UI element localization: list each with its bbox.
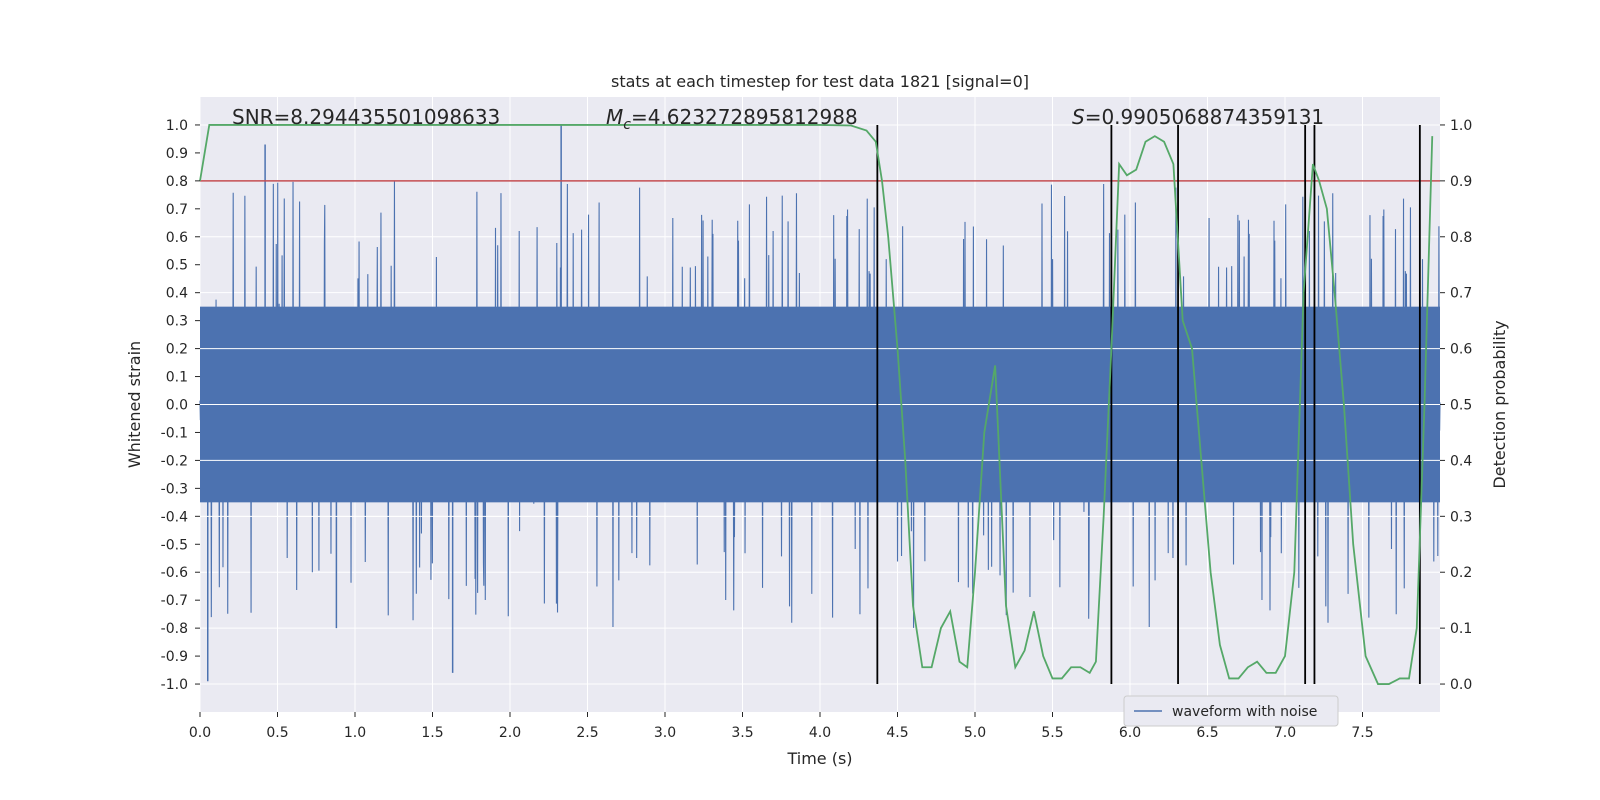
- y-tick-label: -0.6: [161, 565, 188, 581]
- y-tick-label: -0.2: [161, 453, 188, 469]
- y2-tick-label: 0.1: [1450, 621, 1472, 637]
- y-tick-label: 0.7: [166, 202, 188, 218]
- x-tick-label: 5.5: [1041, 725, 1063, 741]
- y-tick-label: -0.9: [161, 649, 188, 665]
- y-axis-label: Whitened strain: [125, 341, 144, 468]
- y2-tick-label: 0.0: [1450, 677, 1472, 693]
- x-tick-label: 6.0: [1119, 725, 1141, 741]
- y-tick-label: 0.2: [166, 342, 188, 358]
- y-tick-label: -0.7: [161, 593, 188, 609]
- y2-tick-label: 0.3: [1450, 509, 1472, 525]
- x-tick-label: 3.0: [654, 725, 676, 741]
- mc-symbol: M: [606, 105, 623, 129]
- x-tick-label: 4.5: [886, 725, 908, 741]
- y-tick-label: -1.0: [161, 677, 188, 693]
- x-tick-label: 7.5: [1351, 725, 1373, 741]
- x-tick-label: 3.5: [731, 725, 753, 741]
- y-tick-label: 0.5: [166, 258, 188, 274]
- mc-value: =4.623272895812988: [631, 105, 858, 129]
- y-tick-label: 0.9: [166, 146, 188, 162]
- y-tick-label: 0.8: [166, 174, 188, 190]
- x-tick-label: 1.5: [421, 725, 443, 741]
- x-tick-label: 5.0: [964, 725, 986, 741]
- y-tick-label: 1.0: [166, 118, 188, 134]
- y-tick-label: -0.8: [161, 621, 188, 637]
- x-tick-label: 1.0: [344, 725, 366, 741]
- y-tick-label: -0.3: [161, 481, 188, 497]
- y-tick-label: 0.3: [166, 314, 188, 330]
- s-symbol: S: [1072, 105, 1085, 129]
- y2-tick-label: 0.5: [1450, 398, 1472, 414]
- y-tick-label: -0.5: [161, 537, 188, 553]
- y-tick-label: 0.6: [166, 230, 188, 246]
- y-tick-label: 0.0: [166, 398, 188, 414]
- snr-annotation: SNR=8.294435501098633: [232, 105, 500, 129]
- s-value: =0.9905068874359131: [1085, 105, 1324, 129]
- y2-tick-label: 0.8: [1450, 230, 1472, 246]
- x-tick-label: 2.5: [576, 725, 598, 741]
- y2-tick-label: 1.0: [1450, 118, 1472, 134]
- x-tick-label: 0.0: [189, 725, 211, 741]
- probability-series: [199, 124, 1434, 685]
- y-tick-label: 0.4: [166, 286, 188, 302]
- chirp-mass-annotation: Mc=4.623272895812988: [606, 105, 858, 133]
- x-axis: 0.0 0.5 1.0 1.5 2.0 2.5 3.0 3.5 4.0 4.5 5.0 5.5 6.0 6…: [189, 712, 1374, 741]
- waveform-series: [199, 124, 1441, 682]
- y-axis-right: 1.0 0.9 0.8 0.7 0.6 0.5 0.4 0.3 0.2 0.1 0.0: [1440, 118, 1472, 693]
- x-axis-label: Time (s): [786, 749, 852, 768]
- y2-tick-label: 0.6: [1450, 342, 1472, 358]
- x-tick-label: 2.0: [499, 725, 521, 741]
- y-tick-label: -0.1: [161, 425, 188, 441]
- y2-tick-label: 0.7: [1450, 286, 1472, 302]
- y-tick-label: -0.4: [161, 509, 188, 525]
- event-lines: [876, 124, 1421, 685]
- y2-tick-label: 0.4: [1450, 453, 1472, 469]
- legend-box: [1123, 695, 1339, 727]
- x-tick-label: 0.5: [266, 725, 288, 741]
- probability-line: [199, 124, 1434, 685]
- score-annotation: S=0.9905068874359131: [1072, 105, 1324, 129]
- y2-axis-label: Detection probability: [1490, 320, 1509, 488]
- legend-label: waveform with noise: [1172, 704, 1317, 720]
- x-tick-label: 6.5: [1196, 725, 1218, 741]
- y2-tick-label: 0.2: [1450, 565, 1472, 581]
- y2-tick-label: 0.9: [1450, 174, 1472, 190]
- y-tick-label: 0.1: [166, 370, 188, 386]
- chart-title: stats at each timestep for test data 182…: [611, 72, 1029, 91]
- mc-subscript: c: [623, 117, 631, 133]
- y-axis-left: 1.0 0.9 0.8 0.7 0.6 0.5 0.4 0.3 0.2 0.1 0.0 -0.1 -0.…: [161, 118, 200, 693]
- x-tick-label: 4.0: [809, 725, 831, 741]
- x-tick-label: 7.0: [1274, 725, 1296, 741]
- legend: waveform with noise: [1123, 695, 1339, 727]
